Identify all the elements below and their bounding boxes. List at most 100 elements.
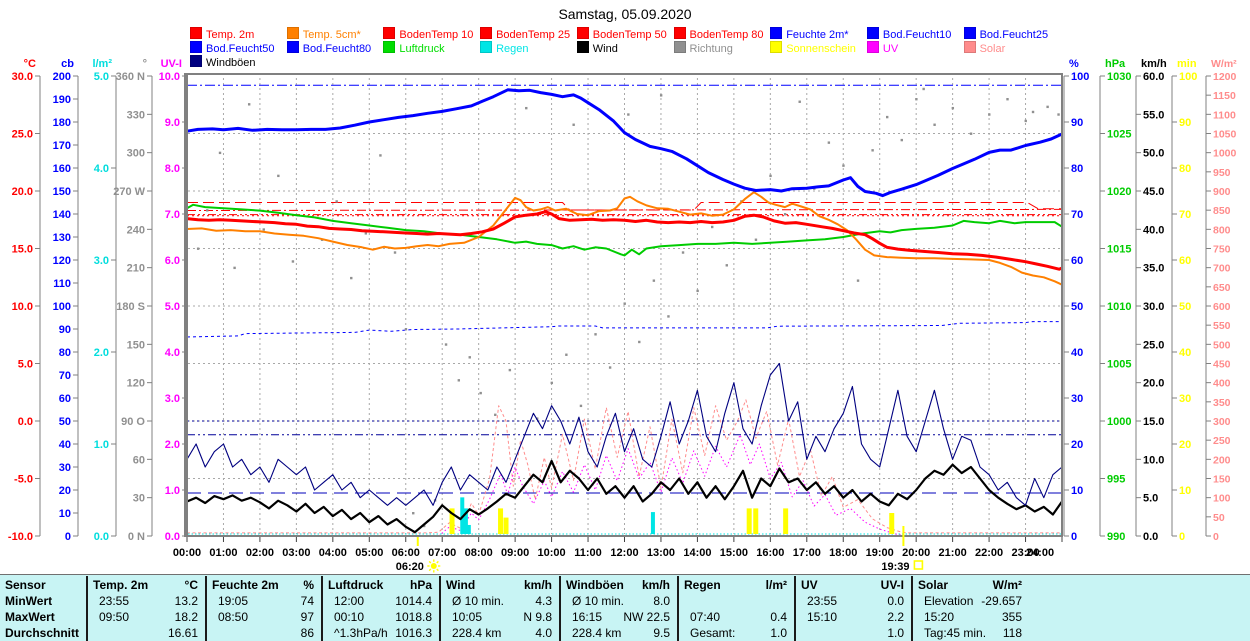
svg-text:1200: 1200 [1213, 71, 1237, 83]
legend-item-bod-feucht80: Bod.Feucht80 [286, 41, 371, 55]
svg-text:990: 990 [1107, 531, 1125, 543]
legend-color-swatch [576, 41, 589, 53]
legend-item-uv: UV [866, 41, 898, 55]
legend-color-swatch [770, 41, 783, 53]
svg-text:80: 80 [59, 347, 71, 359]
svg-text:270 W: 270 W [113, 186, 145, 198]
svg-text:0.0: 0.0 [94, 531, 109, 543]
svg-text:900: 900 [1213, 186, 1231, 198]
svg-text:0: 0 [1213, 531, 1219, 543]
svg-text:1020: 1020 [1107, 186, 1131, 198]
svg-text:1010: 1010 [1107, 301, 1131, 313]
legend-color-swatch [866, 41, 879, 53]
table-cell: N 9.8 [523, 610, 552, 624]
svg-text:450: 450 [1213, 359, 1231, 371]
table-cell: Wind [446, 578, 476, 592]
legend-color-swatch [866, 27, 879, 39]
legend-item-richtung: Richtung [673, 41, 733, 55]
table-cell: 1018.8 [395, 610, 432, 624]
legend-item-bod-feucht25: Bod.Feucht25 [963, 27, 1048, 41]
svg-text:19:39: 19:39 [881, 561, 909, 573]
svg-text:5.0: 5.0 [165, 301, 180, 313]
table-cell: 13.2 [174, 594, 198, 608]
legend-label: Regen [496, 43, 529, 55]
axis-solar: W/m²120011501100105010009509008508007507… [1205, 58, 1237, 543]
table-cell: hPa [409, 578, 432, 592]
series-sonnenschein [449, 508, 895, 534]
svg-text:130: 130 [53, 232, 71, 244]
svg-text:20.0: 20.0 [12, 186, 33, 198]
table-cell: 9.5 [653, 626, 670, 640]
gridlines [188, 78, 1061, 534]
table-separator [559, 576, 561, 641]
series-windboeen [186, 362, 1063, 506]
legend-item-bodentemp-50: BodenTemp 50 [576, 27, 667, 41]
legend-label: Sonnenschein [786, 43, 856, 55]
svg-text:45.0: 45.0 [1143, 186, 1164, 198]
svg-text:600: 600 [1213, 301, 1231, 313]
table-cell: -29.657 [981, 594, 1022, 608]
svg-text:°: ° [143, 58, 147, 70]
svg-text:2.0: 2.0 [165, 439, 180, 451]
table-cell: 1014.4 [395, 594, 432, 608]
svg-text:70: 70 [1179, 209, 1191, 221]
table-cell: 118 [1002, 626, 1022, 640]
svg-text:19:00: 19:00 [866, 547, 894, 559]
svg-text:W/m²: W/m² [1211, 58, 1237, 70]
svg-text:0: 0 [1071, 531, 1077, 543]
svg-text:1.0: 1.0 [94, 439, 109, 451]
svg-text:100: 100 [1071, 71, 1089, 83]
table-cell: 15:10 [807, 610, 838, 624]
table-cell: 0.0 [887, 594, 904, 608]
table-cell: W/m² [992, 578, 1022, 592]
svg-text:60: 60 [1179, 255, 1191, 267]
svg-text:21:00: 21:00 [939, 547, 967, 559]
axis-rain: l/m²5.0 4.0 3.0 2.0 1.0 0.0 [92, 58, 117, 543]
plot-frame [184, 73, 1063, 537]
svg-text:1025: 1025 [1107, 129, 1131, 141]
table-cell: Ø 10 min. [572, 594, 625, 608]
svg-text:90: 90 [1179, 117, 1191, 129]
svg-text:10.0: 10.0 [1143, 454, 1164, 466]
svg-text:1015: 1015 [1107, 244, 1131, 256]
svg-text:330: 330 [127, 109, 145, 121]
axis-wind: km/h60.0 55.0 50.0 45.0 40.0 35.0 30.0 25.0 20.0… [1135, 58, 1167, 543]
table-cell: 97 [300, 610, 314, 624]
svg-text:03:00: 03:00 [282, 547, 310, 559]
svg-text:0.0: 0.0 [18, 416, 33, 428]
svg-text:20.0: 20.0 [1143, 378, 1164, 390]
svg-text:1050: 1050 [1213, 129, 1237, 141]
axis-cb: cb20019018017016015014013012011010090807… [53, 58, 79, 543]
svg-text:15.0: 15.0 [1143, 416, 1164, 428]
legend-color-swatch [190, 55, 202, 67]
table-cell [684, 593, 787, 609]
svg-text:15.0: 15.0 [12, 244, 33, 256]
series-feuchte-2m [186, 88, 1063, 198]
table-cell: 0.4 [770, 610, 787, 624]
svg-text:360 N: 360 N [116, 71, 145, 83]
svg-text:10.0: 10.0 [159, 71, 180, 83]
svg-text:25.0: 25.0 [1143, 339, 1164, 351]
table-cell: 12:00 [334, 594, 365, 608]
legend-item-bodentemp-25: BodenTemp 25 [480, 27, 570, 41]
svg-text:-5.0: -5.0 [14, 474, 33, 486]
svg-text:15:00: 15:00 [720, 547, 748, 559]
svg-text:05:00: 05:00 [355, 547, 383, 559]
svg-text:40.0: 40.0 [1143, 224, 1164, 236]
legend-label: Feuchte 2m* [786, 29, 849, 41]
svg-text:l/m²: l/m² [92, 58, 112, 70]
svg-text:120: 120 [53, 255, 71, 267]
table-separator [321, 576, 323, 641]
legend-item-temp-2m: Temp. 2m [190, 27, 255, 41]
svg-text:350: 350 [1213, 397, 1231, 409]
table-cell: 16:15 [572, 610, 603, 624]
legend-label: Temp. 2m [206, 29, 255, 41]
table-cell: Temp. 2m [93, 578, 149, 592]
svg-text:100: 100 [1213, 493, 1231, 505]
svg-text:07:00: 07:00 [428, 547, 456, 559]
svg-text:4.0: 4.0 [165, 347, 180, 359]
table-cell: 228.4 km [452, 626, 502, 640]
svg-text:23:00: 23:00 [1011, 547, 1039, 559]
series-wind [186, 459, 1063, 534]
